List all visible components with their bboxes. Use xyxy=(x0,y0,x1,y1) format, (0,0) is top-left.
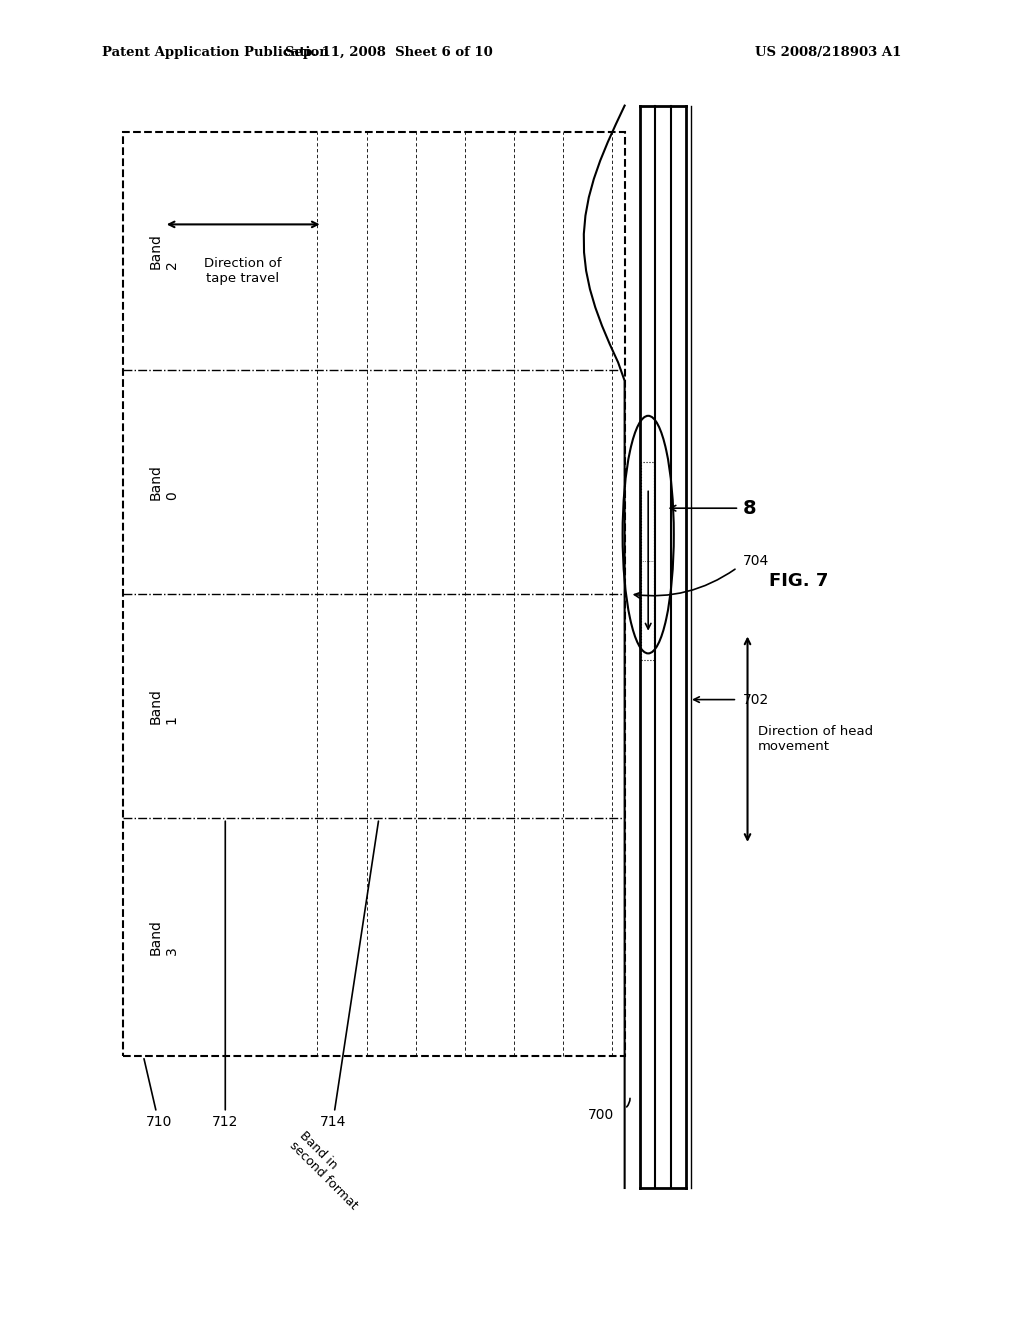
Text: Band
3: Band 3 xyxy=(148,919,178,956)
Text: Band
2: Band 2 xyxy=(148,232,178,269)
Text: 700: 700 xyxy=(588,1109,614,1122)
Text: 712: 712 xyxy=(212,821,239,1130)
Text: 702: 702 xyxy=(742,693,769,706)
Text: Sep. 11, 2008  Sheet 6 of 10: Sep. 11, 2008 Sheet 6 of 10 xyxy=(286,46,493,59)
Text: 710: 710 xyxy=(144,1059,172,1130)
Text: Band
1: Band 1 xyxy=(148,688,178,725)
Text: 704: 704 xyxy=(742,554,769,568)
Text: Patent Application Publication: Patent Application Publication xyxy=(102,46,329,59)
Text: Band
0: Band 0 xyxy=(148,463,178,500)
Text: Band in
second format: Band in second format xyxy=(287,1129,371,1212)
Text: Direction of head
movement: Direction of head movement xyxy=(758,725,872,754)
Text: 714: 714 xyxy=(319,821,379,1130)
Text: US 2008/218903 A1: US 2008/218903 A1 xyxy=(755,46,901,59)
Text: FIG. 7: FIG. 7 xyxy=(769,572,828,590)
Text: 8: 8 xyxy=(742,499,756,517)
Text: Direction of
tape travel: Direction of tape travel xyxy=(204,257,282,285)
